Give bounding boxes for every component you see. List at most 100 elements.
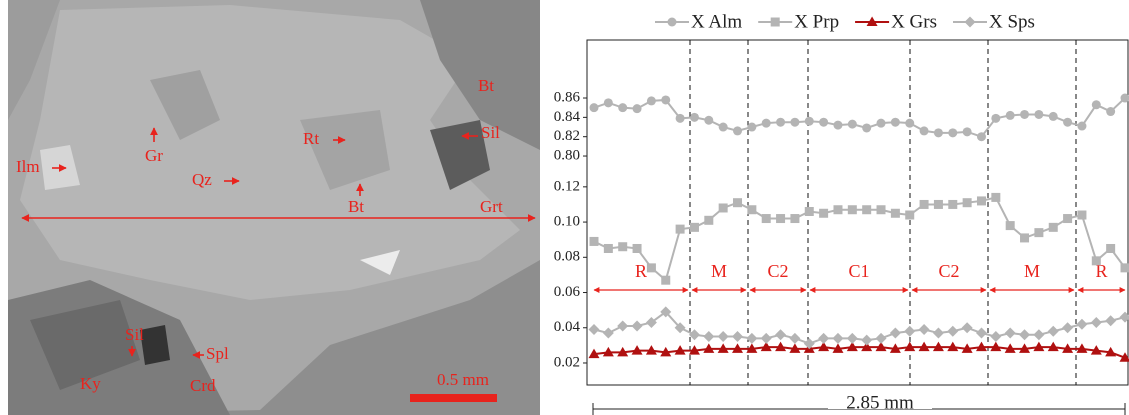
marker bbox=[732, 331, 744, 343]
marker bbox=[1033, 329, 1045, 341]
legend-label: X Prp bbox=[794, 11, 839, 32]
marker bbox=[1120, 93, 1129, 103]
marker bbox=[976, 132, 986, 142]
marker bbox=[760, 341, 772, 352]
marker bbox=[1091, 100, 1101, 110]
marker bbox=[1020, 109, 1030, 119]
mineral-label: Qz bbox=[192, 170, 212, 189]
marker bbox=[603, 98, 613, 108]
marker bbox=[775, 341, 787, 352]
bse-image: Bt Sil Rt Gr Ilm Qz Bt Grt Sil Spl Ky Cr… bbox=[8, 0, 540, 415]
marker bbox=[602, 346, 614, 357]
marker bbox=[1076, 318, 1088, 330]
legend-label: X Sps bbox=[989, 11, 1035, 32]
marker bbox=[1076, 343, 1088, 353]
mineral-label: Gr bbox=[145, 146, 163, 165]
marker bbox=[1048, 222, 1058, 232]
marker bbox=[646, 96, 656, 106]
marker bbox=[875, 341, 887, 352]
marker bbox=[1119, 352, 1129, 362]
mineral-label: Ky bbox=[80, 374, 101, 393]
marker bbox=[718, 122, 728, 132]
marker bbox=[789, 343, 801, 353]
marker bbox=[991, 113, 1001, 123]
marker bbox=[918, 324, 930, 336]
y-tick-label: 0.80 bbox=[554, 147, 580, 163]
marker bbox=[618, 103, 628, 113]
zone-label: M bbox=[711, 261, 727, 281]
marker bbox=[804, 116, 814, 126]
distance-label: 2.85 mm bbox=[846, 392, 914, 413]
marker bbox=[1047, 325, 1059, 337]
marker bbox=[846, 332, 858, 344]
marker bbox=[703, 343, 715, 353]
marker bbox=[645, 316, 657, 328]
marker bbox=[1047, 341, 1059, 352]
marker bbox=[790, 117, 800, 127]
marker bbox=[976, 196, 986, 206]
marker bbox=[904, 325, 916, 337]
marker bbox=[876, 205, 886, 215]
marker bbox=[1019, 329, 1031, 341]
marker bbox=[646, 263, 656, 273]
marker bbox=[1063, 214, 1073, 224]
marker bbox=[631, 345, 643, 355]
mineral-label: Grt bbox=[480, 197, 503, 216]
marker bbox=[789, 332, 801, 344]
marker bbox=[717, 331, 729, 343]
marker bbox=[790, 214, 800, 224]
marker bbox=[818, 341, 830, 352]
marker bbox=[847, 119, 857, 129]
mineral-label: Ilm bbox=[16, 157, 40, 176]
marker bbox=[645, 345, 657, 355]
marker bbox=[866, 16, 878, 26]
marker bbox=[961, 322, 973, 334]
scale-bar-label: 0.5 mm bbox=[437, 370, 489, 389]
legend-label: X Alm bbox=[691, 11, 742, 32]
marker bbox=[689, 222, 699, 232]
zone-label: M bbox=[1024, 261, 1040, 281]
marker bbox=[1062, 343, 1074, 353]
y-tick-label: 0.08 bbox=[554, 249, 580, 265]
marker bbox=[832, 343, 844, 353]
marker bbox=[1034, 228, 1044, 238]
marker bbox=[991, 192, 1001, 202]
marker bbox=[876, 118, 886, 128]
marker bbox=[1034, 109, 1044, 119]
marker bbox=[704, 115, 714, 125]
marker bbox=[617, 320, 629, 332]
mineral-label: Spl bbox=[206, 344, 229, 363]
y-tick-label: 0.86 bbox=[554, 89, 581, 105]
marker bbox=[770, 17, 780, 27]
marker bbox=[918, 341, 930, 352]
marker bbox=[904, 341, 916, 352]
marker bbox=[776, 117, 786, 127]
zone-label: C1 bbox=[848, 261, 869, 281]
marker bbox=[588, 324, 600, 336]
marker bbox=[1090, 345, 1102, 355]
marker bbox=[1119, 311, 1129, 323]
marker bbox=[846, 341, 858, 352]
marker bbox=[1019, 343, 1031, 353]
marker bbox=[733, 198, 743, 208]
y-tick-label: 0.82 bbox=[554, 128, 580, 144]
marker bbox=[847, 205, 857, 215]
series-line bbox=[593, 97, 1126, 138]
marker bbox=[675, 113, 685, 123]
zone-label: R bbox=[1095, 261, 1107, 281]
marker bbox=[618, 242, 628, 252]
marker bbox=[905, 118, 915, 128]
marker bbox=[588, 348, 600, 359]
marker bbox=[990, 341, 1002, 352]
marker bbox=[1106, 243, 1116, 253]
marker bbox=[1005, 110, 1015, 120]
plot-frame bbox=[586, 39, 1129, 386]
marker bbox=[632, 104, 642, 114]
marker bbox=[661, 275, 671, 285]
marker bbox=[1062, 322, 1074, 334]
distance-label-bg bbox=[828, 396, 932, 409]
marker bbox=[747, 205, 757, 215]
marker bbox=[975, 341, 987, 352]
mineral-label: Crd bbox=[190, 376, 216, 395]
marker bbox=[688, 329, 700, 341]
